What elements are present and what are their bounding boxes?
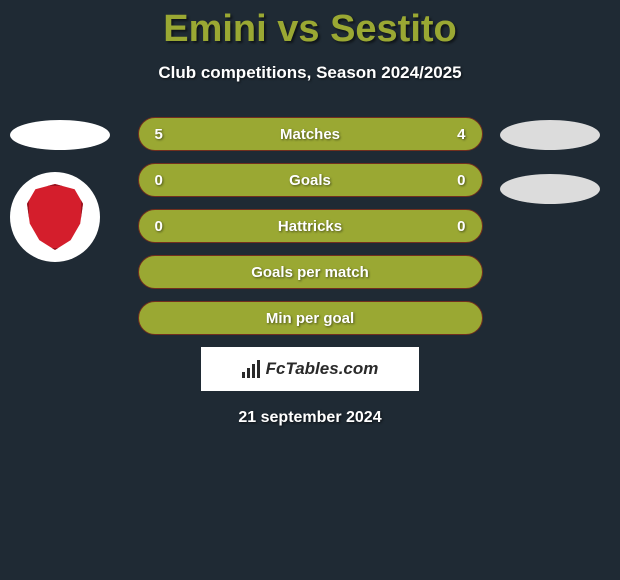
stat-label: Hattricks: [278, 218, 342, 235]
stat-row-goals: 0 Goals 0: [138, 163, 483, 197]
stat-right-value: 0: [436, 218, 466, 235]
stat-label: Goals per match: [251, 264, 369, 281]
stat-left-value: 0: [155, 218, 185, 235]
stat-left-value: 0: [155, 172, 185, 189]
logo-text: FcTables.com: [266, 359, 379, 379]
left-team-badges: [10, 120, 110, 262]
stats-container: 5 Matches 4 0 Goals 0 0 Hattricks 0 Goal…: [138, 117, 483, 335]
logo-box: FcTables.com: [201, 347, 419, 391]
right-team-badges: [500, 120, 600, 228]
stat-left-value: 5: [155, 126, 185, 143]
left-shield-badge: [10, 172, 100, 262]
stat-right-value: 4: [436, 126, 466, 143]
stat-row-hattricks: 0 Hattricks 0: [138, 209, 483, 243]
right-oval-badge-2: [500, 174, 600, 204]
stat-row-matches: 5 Matches 4: [138, 117, 483, 151]
comparison-title: Emini vs Sestito: [0, 0, 620, 51]
stat-row-min-per-goal: Min per goal: [138, 301, 483, 335]
bar-chart-icon: [242, 360, 260, 378]
date-text: 21 september 2024: [0, 409, 620, 427]
right-oval-badge-1: [500, 120, 600, 150]
stat-row-goals-per-match: Goals per match: [138, 255, 483, 289]
comparison-subtitle: Club competitions, Season 2024/2025: [0, 63, 620, 83]
fctables-logo: FcTables.com: [242, 359, 379, 379]
stat-label: Goals: [289, 172, 331, 189]
shield-icon: [27, 184, 83, 250]
stat-right-value: 0: [436, 172, 466, 189]
stat-label: Min per goal: [266, 310, 354, 327]
stat-label: Matches: [280, 126, 340, 143]
left-oval-badge: [10, 120, 110, 150]
